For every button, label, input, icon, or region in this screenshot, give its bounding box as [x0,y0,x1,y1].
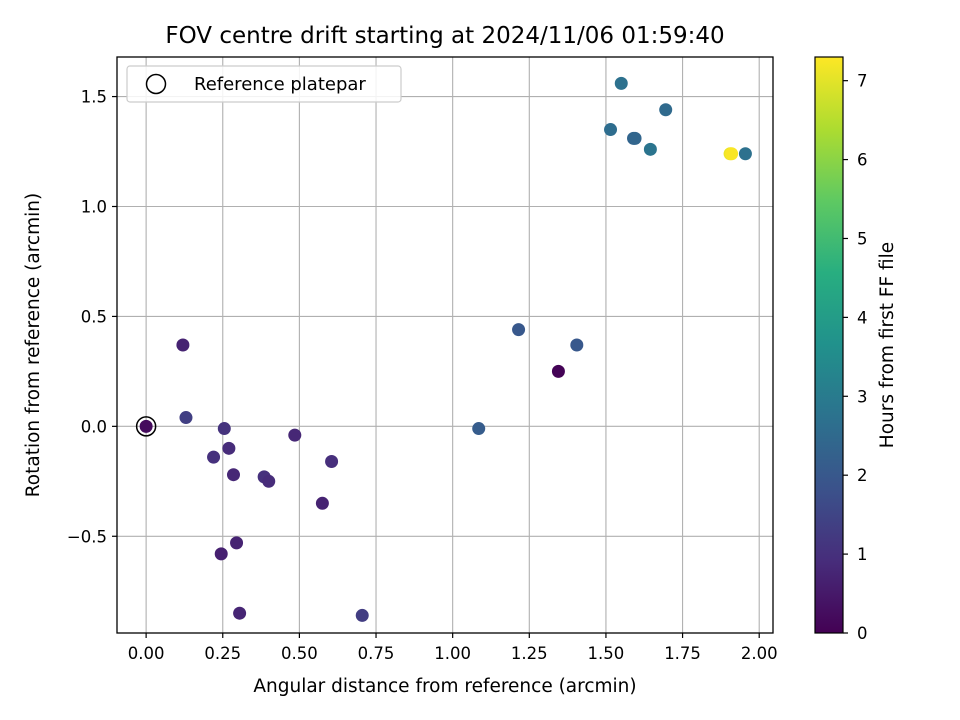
y-axis-ticks: −0.5 0.0 0.5 1.0 1.5 [67,88,117,546]
x-tick-label: 0.75 [358,644,395,663]
plot-area-frame [116,56,774,634]
x-tick-label: 0.25 [204,644,241,663]
legend-box [126,65,402,103]
data-point [659,103,673,117]
x-tick-label: 1.50 [588,644,625,663]
reference-marker [135,416,157,437]
data-point [262,474,276,488]
x-axis-label: Angular distance from reference (arcmin) [253,676,636,697]
x-tick-label: 0.00 [128,644,165,663]
chart-title: FOV centre drift starting at 2024/11/06 … [165,23,724,49]
data-point [139,419,153,433]
data-point [512,323,526,337]
colorbar-tick-label: 0 [857,624,868,643]
data-point [614,76,628,90]
colorbar-label: Hours from first FF file [877,242,898,448]
data-point [315,496,329,510]
data-point [472,422,486,436]
data-point [176,338,190,352]
colorbar-tick-label: 6 [857,151,868,170]
data-point [604,123,618,137]
x-tick-label: 2.00 [741,644,778,663]
data-point [222,441,236,455]
data-point [325,455,339,469]
data-point [230,536,244,550]
data-point [214,547,228,561]
data-point [226,468,240,482]
x-tick-label: 1.00 [434,644,471,663]
legend-marker-reference [145,73,167,95]
y-axis-label: Rotation from reference (arcmin) [23,193,44,497]
data-point [207,450,221,464]
data-point [233,606,247,620]
colorbar [814,56,844,634]
x-axis-ticks: 0.00 0.25 0.50 0.75 1.00 1.25 1.50 1.75 2.00 [128,633,778,663]
colorbar-ticks: 0 1 2 3 4 5 6 7 [843,72,868,643]
colorbar-tick-label: 4 [857,308,868,327]
data-point [217,422,231,436]
grid-lines [117,57,773,633]
data-point [725,147,739,161]
x-tick-label: 1.25 [511,644,548,663]
data-point [355,608,369,622]
data-points [139,76,752,622]
data-point [179,411,193,425]
colorbar-tick-label: 5 [857,229,868,248]
x-tick-label: 1.75 [664,644,701,663]
legend-label-reference: Reference platepar [194,74,366,95]
colorbar-tick-label: 3 [857,387,868,406]
x-tick-label: 0.50 [281,644,318,663]
data-point [288,428,302,442]
y-tick-label: 0.5 [81,307,107,326]
colorbar-tick-label: 7 [857,72,868,91]
data-point [738,147,752,161]
colorbar-tick-label: 1 [857,545,868,564]
y-tick-label: 0.0 [81,417,107,436]
legend: Reference platepar [126,65,402,103]
data-point [628,131,642,145]
y-tick-label: −0.5 [67,527,107,546]
data-point [570,338,584,352]
reference-platepar-marker [135,416,157,437]
data-point [551,364,565,378]
data-point [643,142,657,156]
y-tick-label: 1.5 [81,88,107,107]
colorbar-tick-label: 2 [857,466,868,485]
y-tick-label: 1.0 [81,197,107,216]
